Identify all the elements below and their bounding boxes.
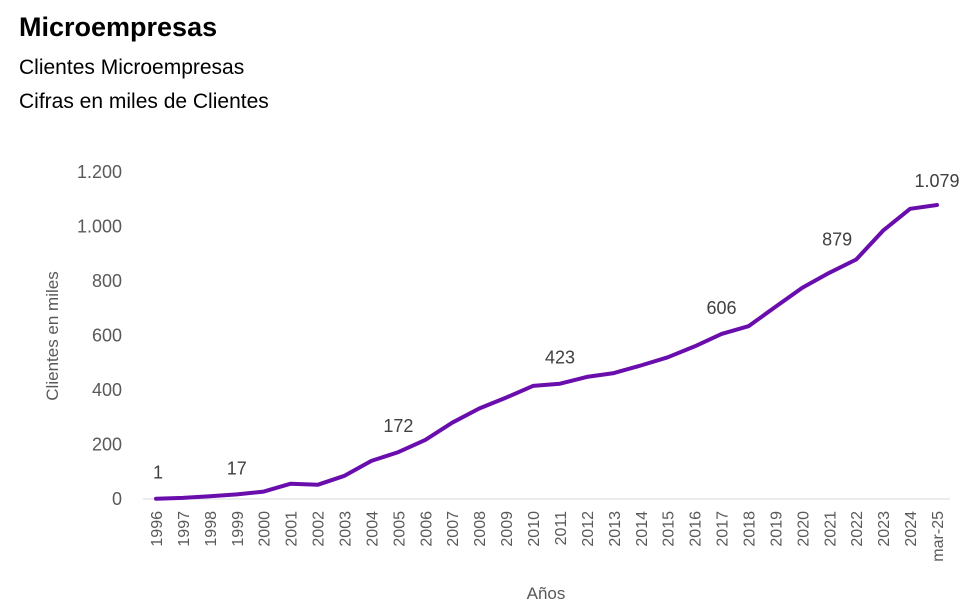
data-label: 606 — [707, 298, 737, 318]
x-tick-label: 2015 — [661, 511, 678, 547]
series-line-clientes — [154, 203, 939, 501]
x-tick-label: 2005 — [391, 511, 408, 547]
y-tick-label: 400 — [92, 380, 122, 400]
y-tick-label: 1.200 — [77, 162, 122, 182]
x-tick-label: 2024 — [903, 511, 920, 547]
x-tick-label: 2006 — [418, 511, 435, 547]
x-axis-ticks: 1996 1997 1998 1999 2000 2001 2002 2003 2004 2005… — [149, 511, 947, 562]
chart-title: Microempresas — [19, 12, 218, 42]
x-tick-label: 2002 — [311, 511, 328, 547]
x-tick-label: 2020 — [795, 511, 812, 547]
x-tick-label: 2021 — [822, 511, 839, 547]
data-label: 879 — [822, 229, 852, 249]
x-tick-label: 2014 — [634, 511, 651, 547]
x-tick-label: 1998 — [203, 511, 220, 547]
chart-units-note: Cifras en miles de Clientes — [19, 90, 269, 113]
data-label: 423 — [545, 348, 575, 368]
x-tick-label: 2012 — [580, 511, 597, 547]
y-tick-label: 800 — [92, 271, 122, 291]
x-tick-label: 2001 — [284, 511, 301, 547]
x-tick-label: 2016 — [688, 511, 705, 547]
data-label: 172 — [383, 416, 413, 436]
y-tick-label: 0 — [112, 489, 122, 509]
data-label: 17 — [227, 458, 247, 478]
x-tick-label: 2003 — [338, 511, 355, 547]
y-axis-ticks: 0 200 400 600 800 1.000 1.200 — [77, 162, 122, 509]
data-label: 1 — [153, 463, 163, 483]
x-tick-label: 2004 — [364, 511, 381, 547]
x-tick-label: 2013 — [607, 511, 624, 547]
x-tick-label: 2011 — [553, 511, 570, 546]
x-tick-label: 2010 — [526, 511, 543, 547]
chart-subtitle: Clientes Microempresas — [19, 56, 245, 79]
x-tick-label: 2022 — [849, 511, 866, 547]
x-tick-label: 2007 — [445, 511, 462, 547]
x-tick-label: 1996 — [149, 511, 166, 547]
x-tick-label: 2018 — [741, 511, 758, 547]
y-tick-label: 1.000 — [77, 217, 122, 237]
y-tick-label: 600 — [92, 326, 122, 346]
data-label: 1.079 — [914, 171, 959, 191]
x-tick-label: 2023 — [876, 511, 893, 547]
x-axis-label: Años — [527, 584, 566, 603]
y-tick-label: 200 — [92, 435, 122, 455]
x-tick-label: 2009 — [499, 511, 516, 547]
data-labels: 1 17 172 423 606 879 1.079 — [153, 171, 960, 483]
x-tick-label: 2008 — [472, 511, 489, 547]
x-tick-label: 2019 — [768, 511, 785, 547]
x-tick-label: 2000 — [257, 511, 274, 547]
x-tick-label: 1999 — [230, 511, 247, 547]
x-tick-label: 1997 — [176, 511, 193, 547]
x-tick-label: mar-25 — [930, 511, 947, 562]
y-axis-label: Clientes en miles — [43, 271, 62, 400]
x-tick-label: 2017 — [715, 511, 732, 547]
